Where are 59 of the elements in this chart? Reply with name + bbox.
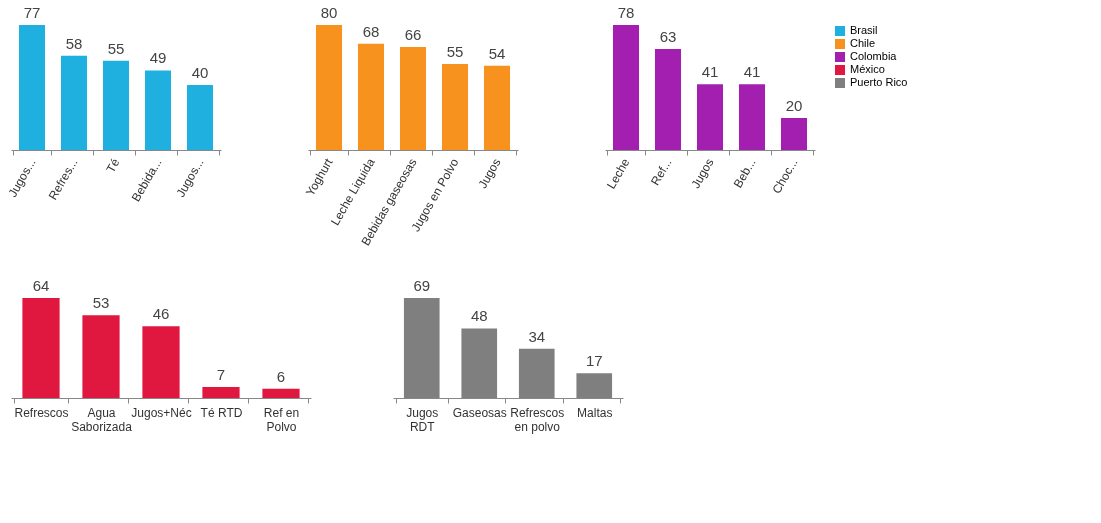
bar bbox=[738, 84, 766, 150]
data-label: 63 bbox=[659, 28, 677, 46]
data-label: 55 bbox=[446, 43, 464, 61]
bar bbox=[654, 49, 682, 150]
bar bbox=[483, 65, 511, 150]
data-label: 58 bbox=[65, 34, 83, 52]
data-label: 66 bbox=[404, 25, 422, 43]
legend-label: Chile bbox=[850, 37, 876, 49]
data-label: 55 bbox=[107, 39, 125, 57]
data-label: 40 bbox=[191, 64, 209, 82]
x-tick-label: Gaseosas bbox=[452, 405, 507, 420]
data-label: 77 bbox=[23, 4, 41, 21]
x-tick-label: Té RTD bbox=[200, 405, 243, 420]
bar bbox=[202, 387, 240, 398]
bar bbox=[82, 315, 120, 398]
data-label: 54 bbox=[488, 44, 506, 62]
data-label: 48 bbox=[470, 307, 488, 325]
data-label: 80 bbox=[320, 4, 338, 21]
bar bbox=[18, 25, 46, 150]
data-label: 41 bbox=[743, 63, 761, 81]
data-label: 53 bbox=[92, 294, 110, 312]
legend-label: Puerto Rico bbox=[850, 76, 908, 88]
bar bbox=[142, 326, 180, 398]
bar bbox=[441, 64, 469, 150]
bar bbox=[262, 388, 300, 398]
x-tick-label: Ref en Polvo bbox=[263, 405, 300, 434]
data-label: 69 bbox=[413, 277, 431, 294]
x-tick-label: Maltas bbox=[577, 405, 613, 420]
data-label: 41 bbox=[701, 63, 719, 81]
bar bbox=[102, 60, 130, 150]
data-label: 46 bbox=[152, 305, 170, 323]
bar bbox=[696, 84, 724, 150]
x-tick-label: Agua Saborizada bbox=[71, 405, 133, 434]
legend-label: Brasil bbox=[850, 24, 878, 36]
data-label: 78 bbox=[617, 4, 635, 21]
bar bbox=[186, 85, 214, 150]
x-tick-label: Refrescos bbox=[14, 405, 69, 420]
x-tick-label: Té bbox=[103, 155, 123, 176]
data-label: 7 bbox=[216, 366, 226, 384]
x-tick-label: Jugos RDT bbox=[406, 405, 439, 434]
data-label: 68 bbox=[362, 22, 380, 40]
bar bbox=[612, 25, 640, 150]
bar bbox=[144, 70, 172, 150]
bar bbox=[399, 46, 427, 150]
bar bbox=[315, 25, 343, 150]
data-label: 17 bbox=[585, 352, 603, 370]
data-label: 6 bbox=[276, 367, 286, 385]
data-label: 64 bbox=[32, 277, 50, 294]
data-label: 34 bbox=[528, 327, 546, 345]
data-label: 49 bbox=[149, 49, 167, 67]
x-tick-label: Refrescos en polvo bbox=[510, 405, 565, 434]
bar bbox=[357, 43, 385, 150]
x-tick-label: Jugos+Néc bbox=[131, 405, 192, 420]
data-label: 20 bbox=[785, 96, 803, 114]
legend-label: Colombia bbox=[850, 50, 898, 62]
legend-label: México bbox=[850, 63, 885, 75]
bar bbox=[780, 117, 808, 150]
bar bbox=[22, 298, 60, 398]
bar bbox=[60, 55, 88, 150]
